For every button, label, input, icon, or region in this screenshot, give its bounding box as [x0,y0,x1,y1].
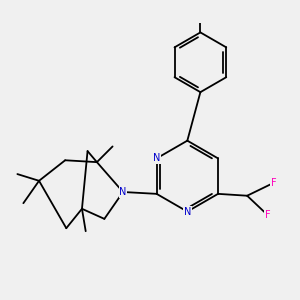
Text: N: N [119,187,127,197]
Text: N: N [184,207,191,217]
Text: N: N [153,153,160,164]
Text: F: F [265,210,271,220]
Text: F: F [271,178,277,188]
